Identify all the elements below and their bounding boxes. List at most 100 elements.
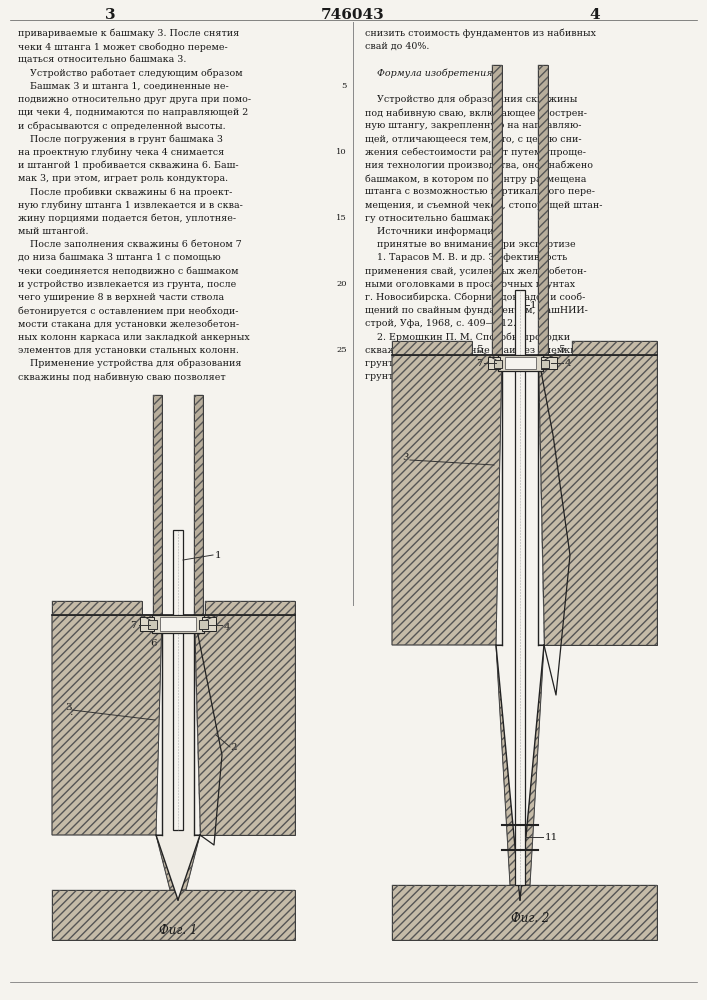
Bar (199, 620, 208, 629)
Bar (538, 65, 548, 355)
Text: ную глубину штанга 1 извлекается и в сква-: ную глубину штанга 1 извлекается и в скв… (18, 201, 243, 210)
Bar (538, 65, 548, 355)
Text: ными оголовками в просадочных грунтах: ными оголовками в просадочных грунтах (365, 280, 575, 289)
Text: мости стакана для установки железобетон-: мости стакана для установки железобетон- (18, 319, 239, 329)
Text: мещения, и съемной чекой, стопорящей штан-: мещения, и съемной чекой, стопорящей шта… (365, 201, 602, 210)
Text: 5: 5 (476, 344, 483, 354)
Text: скважины под набивные сваи без выемки: скважины под набивные сваи без выемки (365, 346, 576, 355)
Text: Источники информации,: Источники информации, (365, 227, 503, 236)
Bar (194, 395, 203, 615)
Bar (494, 360, 502, 368)
Text: Устройство для образования скважины: Устройство для образования скважины (365, 95, 578, 104)
Text: 4: 4 (565, 359, 572, 367)
Bar (52, 890, 295, 940)
Bar (541, 360, 549, 368)
Text: чего уширение 8 в верхней части ствола: чего уширение 8 в верхней части ствола (18, 293, 224, 302)
Text: 3: 3 (105, 8, 115, 22)
Polygon shape (496, 355, 544, 900)
Bar (492, 65, 502, 355)
Text: щаться относительно башмака 3.: щаться относительно башмака 3. (18, 55, 187, 64)
Text: башмаком, в котором по центру размещена: башмаком, в котором по центру размещена (365, 174, 586, 184)
Polygon shape (156, 835, 200, 890)
Text: щей, отличающееся тем, что, с целью сни-: щей, отличающееся тем, что, с целью сни- (365, 135, 582, 144)
Bar (194, 395, 203, 615)
Text: 7: 7 (130, 620, 136, 630)
Bar (572, 341, 657, 355)
Text: 20: 20 (337, 280, 347, 288)
Text: щений по свайным фундаментам, БашНИИ-: щений по свайным фундаментам, БашНИИ- (365, 306, 588, 315)
Text: щи чеки 4, поднимаются по направляющей 2: щи чеки 4, поднимаются по направляющей 2 (18, 108, 248, 117)
Text: 5: 5 (558, 344, 565, 354)
Text: привариваемые к башмаку 3. После снятия: привариваемые к башмаку 3. После снятия (18, 29, 239, 38)
Bar (52, 601, 142, 615)
Text: 5: 5 (132, 605, 139, 614)
Text: 1. Тарасов М. В. и др. Эффективность: 1. Тарасов М. В. и др. Эффективность (365, 253, 567, 262)
Bar (140, 617, 154, 631)
Text: свай до 40%.: свай до 40%. (365, 42, 429, 51)
Bar (488, 357, 500, 369)
Polygon shape (156, 615, 200, 900)
Text: на проектную глубину чека 4 снимается: на проектную глубину чека 4 снимается (18, 148, 224, 157)
Text: строй, Уфа, 1968, с. 409—412.: строй, Уфа, 1968, с. 409—412. (365, 319, 516, 328)
Bar (52, 890, 295, 940)
Bar (541, 357, 557, 369)
Text: После заполнения скважины 6 бетоном 7: После заполнения скважины 6 бетоном 7 (18, 240, 242, 249)
Text: мый штангой.: мый штангой. (18, 227, 88, 236)
Text: 11: 11 (545, 833, 559, 842)
Text: чеки соединяется неподвижно с башмаком: чеки соединяется неподвижно с башмаком (18, 267, 238, 276)
Text: 5: 5 (341, 82, 347, 90)
Bar (492, 65, 502, 355)
Bar (173, 530, 183, 830)
Bar (152, 615, 204, 633)
Bar (52, 601, 142, 615)
Text: После пробивки скважины 6 на проект-: После пробивки скважины 6 на проект- (18, 187, 233, 197)
Text: г. Новосибирска. Сборник докладов и сооб-: г. Новосибирска. Сборник докладов и сооб… (365, 293, 585, 302)
Text: Фиг. 1: Фиг. 1 (159, 924, 197, 937)
Text: Применение устройства для образования: Применение устройства для образования (18, 359, 242, 368)
Text: жения себестоимости работ путем упроще-: жения себестоимости работ путем упроще- (365, 148, 586, 157)
Polygon shape (538, 355, 657, 645)
Bar (202, 617, 216, 631)
Text: После погружения в грунт башмака 3: После погружения в грунт башмака 3 (18, 135, 223, 144)
Bar (505, 357, 536, 369)
Text: подвижно относительно друг друга при помо-: подвижно относительно друг друга при пом… (18, 95, 251, 104)
Polygon shape (496, 645, 544, 885)
Bar (572, 341, 657, 355)
Text: Устройство работает следующим образом: Устройство работает следующим образом (18, 69, 243, 78)
Text: грунта. Основания, фундаменты и механика: грунта. Основания, фундаменты и механика (365, 359, 590, 368)
Text: Башмак 3 и штанга 1, соединенные не-: Башмак 3 и штанга 1, соединенные не- (18, 82, 229, 91)
Text: скважины под набивную сваю позволяет: скважины под набивную сваю позволяет (18, 372, 226, 382)
Bar (148, 620, 157, 629)
Bar (205, 601, 295, 615)
Bar (392, 341, 472, 355)
Text: 2. Ермошкин П. М. Способы проходки: 2. Ермошкин П. М. Способы проходки (365, 333, 570, 342)
Bar (515, 290, 525, 885)
Polygon shape (392, 355, 502, 645)
Text: бетонируется с оставлением при необходи-: бетонируется с оставлением при необходи- (18, 306, 238, 316)
Bar (498, 355, 543, 371)
Text: 3: 3 (65, 703, 71, 712)
Bar (392, 885, 657, 940)
Text: снизить стоимость фундаментов из набивных: снизить стоимость фундаментов из набивны… (365, 29, 596, 38)
Bar (392, 341, 472, 355)
Text: под набивную сваю, включающее заострен-: под набивную сваю, включающее заострен- (365, 108, 587, 118)
Polygon shape (194, 615, 295, 835)
Bar (153, 395, 162, 615)
Text: ную штангу, закрепленную на направляю-: ную штангу, закрепленную на направляю- (365, 121, 581, 130)
Bar (160, 617, 196, 631)
Text: Формула изобретения: Формула изобретения (365, 69, 493, 78)
Bar (153, 395, 162, 615)
Text: 746043: 746043 (321, 8, 385, 22)
Text: 2: 2 (230, 743, 237, 752)
Text: 1: 1 (215, 550, 221, 560)
Text: 4: 4 (224, 622, 230, 632)
Text: 6: 6 (150, 639, 157, 648)
Text: 4: 4 (590, 8, 600, 22)
Text: и устройство извлекается из грунта, после: и устройство извлекается из грунта, посл… (18, 280, 236, 289)
Text: до низа башмака 3 штанга 1 с помощью: до низа башмака 3 штанга 1 с помощью (18, 253, 221, 262)
Text: ных колонн каркаса или закладкой анкерных: ных колонн каркаса или закладкой анкерны… (18, 333, 250, 342)
Text: 3: 3 (402, 453, 409, 462)
Text: мак 3, при этом, играет роль кондуктора.: мак 3, при этом, играет роль кондуктора. (18, 174, 228, 183)
Text: гу относительно башмака.: гу относительно башмака. (365, 214, 498, 223)
Bar (52, 890, 295, 940)
